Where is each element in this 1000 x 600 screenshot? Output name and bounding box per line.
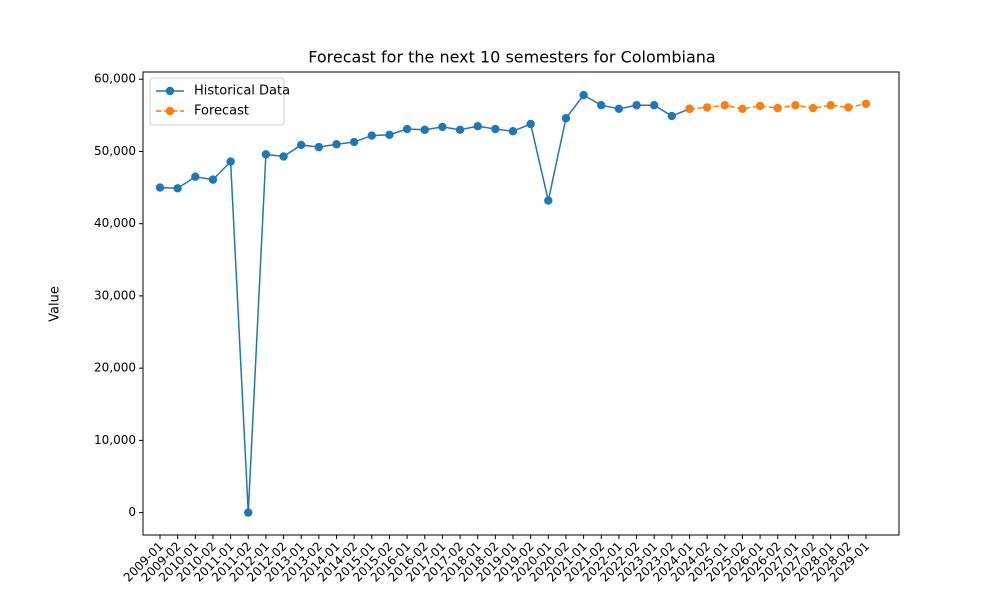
point (808, 103, 818, 113)
y-tick-label: 20,000 (94, 361, 136, 375)
point (438, 122, 447, 132)
legend-marker (165, 86, 175, 96)
point (385, 130, 394, 140)
legend-label: Forecast (194, 104, 249, 119)
point (650, 101, 659, 110)
point (297, 140, 306, 150)
point (455, 125, 465, 134)
point (191, 172, 200, 181)
y-tick-label: 10,000 (94, 433, 136, 447)
point (702, 103, 712, 112)
y-tick-label: 50,000 (94, 144, 136, 158)
point (685, 104, 694, 114)
point (597, 101, 606, 110)
point (314, 142, 324, 152)
point (632, 101, 641, 110)
point (844, 103, 853, 112)
point (544, 196, 553, 205)
point (332, 140, 341, 149)
point (155, 183, 165, 192)
point (861, 99, 871, 108)
point (349, 137, 359, 147)
point (579, 90, 588, 100)
point (720, 101, 729, 110)
point (614, 104, 624, 114)
legend-marker (165, 106, 175, 116)
point (826, 101, 835, 110)
point (773, 103, 782, 113)
point (526, 119, 535, 129)
point (244, 508, 253, 517)
y-tick-label: 40,000 (94, 216, 136, 230)
line (159, 94, 690, 513)
point (791, 101, 800, 110)
point (755, 101, 765, 111)
point (473, 121, 482, 131)
point (738, 104, 747, 114)
point (402, 124, 412, 134)
y-tick-label: 30,000 (94, 288, 136, 302)
legend-box (149, 77, 285, 126)
point (279, 152, 288, 161)
point (420, 125, 429, 134)
y-tick-label: 0 (128, 505, 136, 519)
point (173, 184, 182, 193)
point (667, 111, 677, 121)
point (561, 114, 571, 123)
point (261, 150, 271, 159)
chart-title: Forecast for the next 10 semesters for C… (308, 48, 715, 67)
point (208, 175, 218, 184)
point (226, 157, 235, 166)
point (508, 127, 518, 136)
plot-frame (142, 71, 900, 536)
point (491, 124, 500, 134)
y-axis-label: Value (48, 286, 63, 322)
y-tick-label: 60,000 (94, 72, 136, 86)
legend-label: Historical Data (194, 84, 290, 99)
point (367, 131, 376, 140)
